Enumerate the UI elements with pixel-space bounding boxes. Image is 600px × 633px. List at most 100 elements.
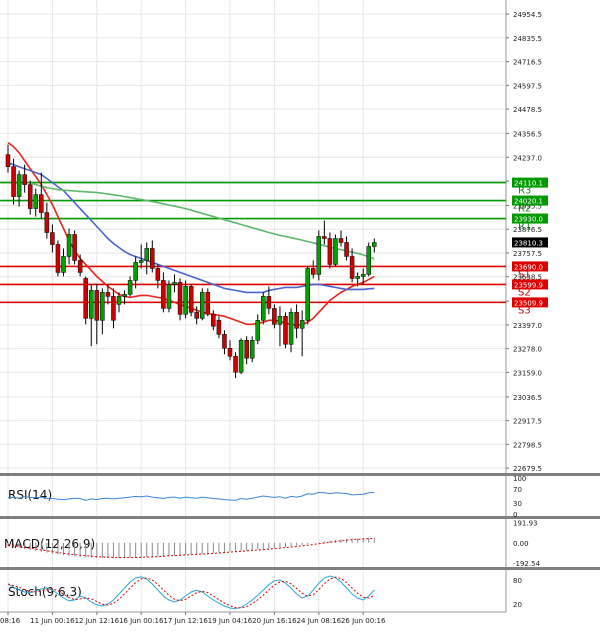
candle-body [266,296,272,309]
pane-divider-stoch [0,567,600,570]
candle-body [22,174,27,185]
macd-title: MACD(12,26,9) [4,537,95,551]
candle [83,276,88,325]
candle-body [283,316,288,345]
candle [55,240,61,277]
candle-body [172,282,177,285]
price-tick-label: 24237.0 [513,154,542,162]
time-tick-label: 08:16 [0,617,21,625]
price-tick-label: 24356.5 [513,130,542,138]
price-tick-label: 22679.5 [513,465,542,473]
candle [89,284,94,347]
candle [277,306,283,347]
level-price-tag-bg [512,195,548,206]
candle [105,284,111,305]
candle [238,338,244,375]
stoch-title: Stoch(9,6,3) [8,585,82,599]
price-tick-label: 24716.5 [513,59,542,67]
candle [299,310,305,357]
candle-body [338,238,344,243]
price-tick-label: 24597.5 [513,82,542,90]
candle [305,266,310,325]
level-price-tag-bg [512,213,548,224]
level-name-r2: R2 [518,204,531,215]
candle [161,272,166,313]
time-tick-label: 20 Jun 16:16 [252,617,297,625]
candle-body [138,260,144,263]
macd-tick-label: 0.00 [513,540,529,548]
candle [244,336,249,365]
stoch-pane: Stoch(9,6,3) 80 20 [7,575,522,610]
time-tick-label: 17 Jun 12:16 [163,617,208,625]
candle [316,230,322,281]
candle-body [61,256,66,273]
candle [144,242,149,275]
candle [155,264,161,289]
candle-body [55,244,61,273]
time-tick-label: 26 Jun 00:16 [341,617,386,625]
level-price-tag-s3: 23509.9 [514,299,543,307]
candle-body [105,292,111,297]
price-axis: 24954.5 24835.5 24716.5 24597.5 24478.5 24356… [506,11,542,473]
candle [333,234,338,267]
candle-body [322,236,327,239]
candle [261,292,266,325]
macd-signal-line [7,537,375,559]
level-price-tag-bg [512,261,548,272]
stoch-d-line [7,576,375,609]
candle-body [261,296,266,321]
candle-body [222,334,227,349]
candle-body [89,290,94,319]
pane-divider-macd [0,516,600,519]
candle [116,292,122,313]
price-tick-label: 23876.5 [513,226,542,234]
rsi-tick-label: 0 [513,511,517,519]
candle-body [327,238,333,265]
candle-body [72,234,77,261]
candle-body [133,262,138,281]
candle-body [33,194,38,209]
candle [16,170,22,207]
candle-body [360,274,366,277]
candle-body [39,194,44,213]
candle-body [355,276,360,279]
candle-body [166,284,172,309]
candle [44,202,50,239]
candle-body [83,278,88,319]
candle [366,242,371,277]
candle [360,268,366,285]
candle [172,274,177,293]
level-price-tag-r1: 23930.0 [514,216,543,224]
rsi-tick-label: 70 [513,486,522,494]
candle-body [11,166,16,197]
candle-body [188,286,194,313]
candle [344,236,349,261]
candle [249,336,255,363]
candle [22,164,27,193]
macd-pane: MACD(12,26,9) 191.93 0.00 -192.54 [4,519,541,568]
candle-body [144,248,149,261]
candle [372,238,377,253]
current-price-tag-bg [512,237,548,248]
price-tick-label: 24478.5 [513,106,542,114]
pane-divider-rsi [0,473,600,476]
rsi-pane: RSI(14) 100 70 30 0 [7,475,526,519]
candle [233,352,238,379]
candle-body [177,282,183,315]
candle-body [216,320,222,335]
time-tick-label: 19 Jun 04:16 [208,617,253,625]
candle [266,286,272,315]
level-name-r1: R1 [518,222,531,233]
candle-body [244,340,249,359]
grid-lines [0,0,506,612]
candle-body [249,340,255,359]
candle-body [194,312,199,319]
stoch-tick-label: 20 [513,601,522,609]
candle-body [288,312,294,345]
candle-body [211,314,216,327]
price-tick-label: 23995.5 [513,202,542,210]
candle-body [111,296,116,321]
candle [177,278,183,321]
candle [322,220,327,245]
